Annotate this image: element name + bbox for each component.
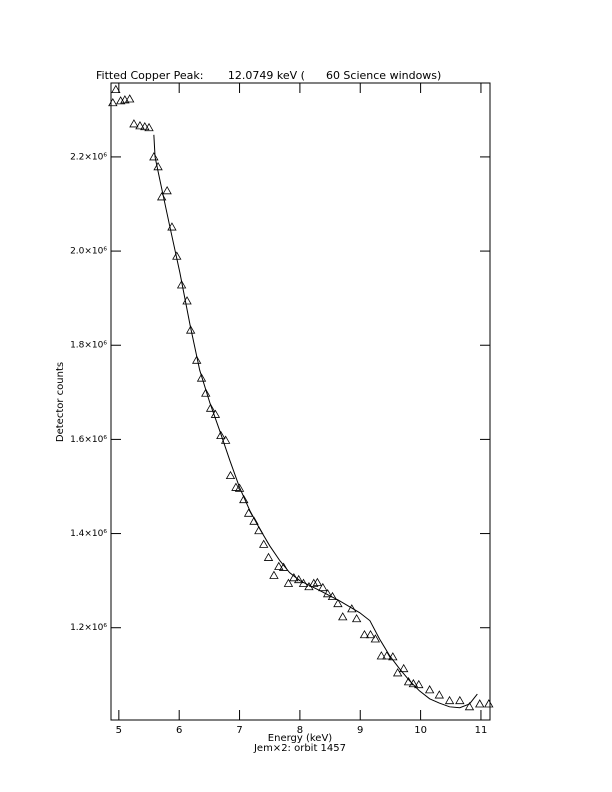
data-point xyxy=(333,598,343,608)
y-tick-label: 2.0×10⁶ xyxy=(70,247,107,257)
x-tick-label: 8 xyxy=(297,725,303,736)
data-point xyxy=(434,690,444,699)
data-point xyxy=(205,403,216,412)
data-point xyxy=(312,577,323,586)
x-tick-label: 10 xyxy=(414,725,427,736)
data-point xyxy=(225,470,236,480)
data-point xyxy=(125,94,135,103)
data-point xyxy=(220,435,231,444)
data-point xyxy=(201,388,211,397)
data-point xyxy=(258,539,269,548)
data-point xyxy=(144,122,154,132)
data-point xyxy=(249,516,259,525)
data-point xyxy=(464,702,475,711)
plot-frame xyxy=(110,82,491,721)
y-tick-label: 1.4×10⁶ xyxy=(70,529,107,539)
data-point xyxy=(376,651,387,660)
data-point xyxy=(365,629,376,639)
data-point xyxy=(234,483,245,492)
data-point xyxy=(283,578,294,587)
data-point xyxy=(318,582,328,592)
x-tick-label: 11 xyxy=(475,725,488,736)
data-point xyxy=(176,280,187,289)
y-tick-label: 1.2×10⁶ xyxy=(70,623,107,633)
data-point xyxy=(269,570,279,579)
y-tick-label: 1.8×10⁶ xyxy=(70,341,107,351)
data-point xyxy=(196,373,207,382)
data-point xyxy=(347,604,357,613)
data-point xyxy=(129,119,139,128)
x-tick-label: 5 xyxy=(116,725,122,736)
data-point xyxy=(399,663,409,673)
data-point xyxy=(309,578,319,587)
data-point xyxy=(185,325,196,334)
y-tick-label: 1.6×10⁶ xyxy=(70,435,107,445)
x-tick-label: 7 xyxy=(236,725,242,736)
data-point xyxy=(392,668,403,677)
subtitle: Jem×2: orbit 1457 xyxy=(253,743,346,754)
data-point xyxy=(359,629,370,639)
fit-line xyxy=(153,134,478,709)
data-point xyxy=(414,679,424,689)
data-point xyxy=(293,574,304,584)
data-point xyxy=(263,552,274,561)
data-point xyxy=(192,355,202,364)
data-point xyxy=(382,651,392,660)
data-point xyxy=(444,695,455,705)
data-point xyxy=(475,699,485,708)
data-point xyxy=(111,84,121,93)
data-point xyxy=(351,613,362,623)
chart-title: Fitted Copper Peak: 12.0749 keV ( 60 Sci… xyxy=(96,69,441,82)
x-tick-label: 9 xyxy=(357,725,363,736)
data-point xyxy=(149,152,159,161)
data-point xyxy=(108,97,118,107)
x-axis-label: Energy (keV) xyxy=(268,733,333,744)
data-point xyxy=(424,685,435,694)
data-point xyxy=(484,699,494,708)
x-tick-label: 6 xyxy=(176,725,182,736)
data-point xyxy=(135,121,145,130)
y-tick-label: 2.2×10⁶ xyxy=(70,152,107,162)
y-axis-label: Detector counts xyxy=(55,362,66,442)
data-point xyxy=(216,430,226,440)
data-point xyxy=(162,186,172,195)
data-point xyxy=(338,612,348,621)
data-point xyxy=(370,634,381,643)
data-point xyxy=(455,695,465,705)
data-point xyxy=(274,561,284,570)
data-point xyxy=(239,494,249,504)
data-point xyxy=(140,121,150,131)
